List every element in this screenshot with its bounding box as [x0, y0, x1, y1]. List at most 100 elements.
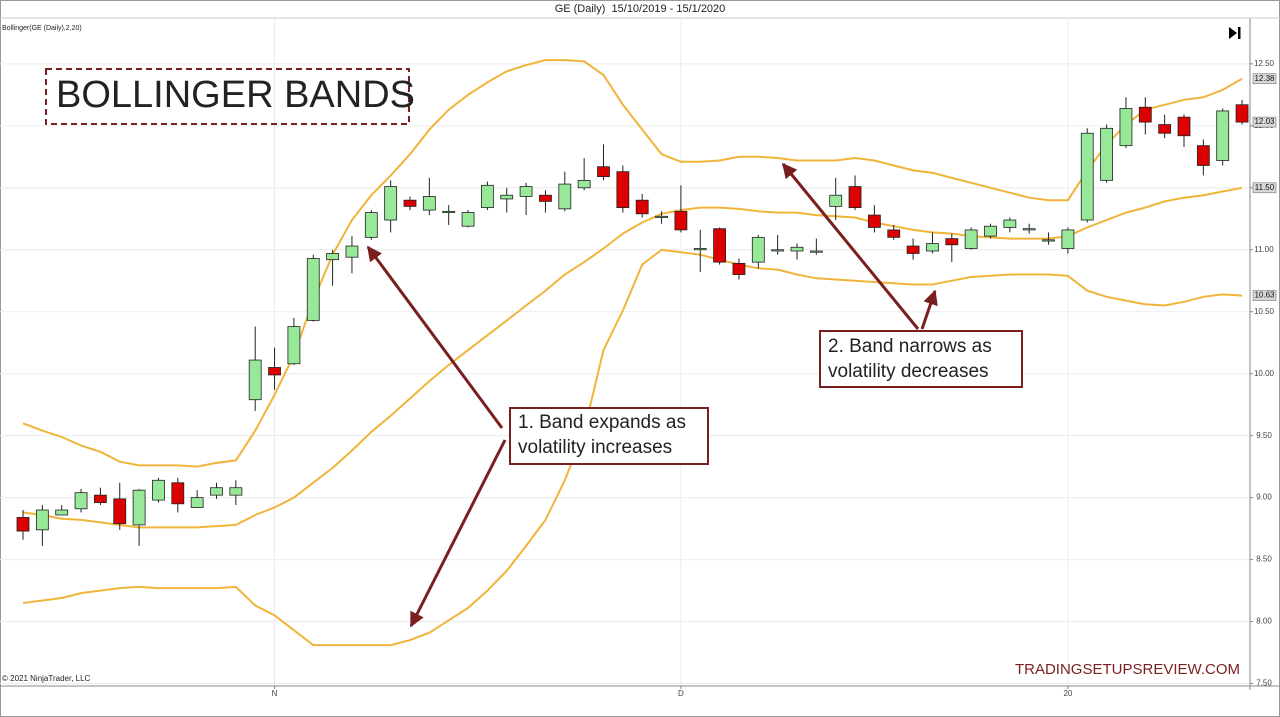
- candle-body: [597, 166, 610, 178]
- candle-body: [848, 186, 862, 209]
- band-upper: [22, 59, 1243, 468]
- candle-body: [945, 238, 959, 246]
- x-tick-label: D: [678, 689, 684, 698]
- candle-body: [868, 214, 881, 228]
- x-tick-label: N: [272, 689, 278, 698]
- candle-body: [384, 186, 398, 221]
- price-tag: [1252, 290, 1277, 301]
- candle-body: [1235, 104, 1249, 123]
- candle-body: [964, 229, 978, 249]
- candle-body: [539, 194, 552, 202]
- candle-body: [1196, 145, 1210, 166]
- candle-body: [268, 367, 281, 376]
- candle-body: [771, 249, 785, 252]
- candle-body: [1138, 106, 1152, 123]
- arrow: [366, 245, 504, 429]
- annotation-text: volatility decreases: [828, 361, 989, 382]
- candle-body: [132, 489, 146, 526]
- heading: BOLLINGER BANDS: [56, 74, 415, 116]
- candle-body: [442, 210, 456, 213]
- annotation-box: [509, 407, 709, 465]
- y-tick-label: 10.50: [1254, 307, 1275, 316]
- y-tick-label: 9.00: [1256, 493, 1272, 502]
- watermark: TRADINGSETUPSREVIEW.COM: [1015, 661, 1240, 678]
- candle-body: [287, 326, 301, 365]
- candle-body: [1042, 239, 1055, 242]
- candle-body: [577, 179, 591, 189]
- candle-body: [1061, 229, 1075, 249]
- candle-body: [616, 171, 630, 209]
- candle-body: [693, 248, 707, 251]
- price-tag-label: 10.63: [1254, 291, 1275, 300]
- arrows: [366, 162, 938, 628]
- candle-body: [635, 199, 649, 215]
- candle-body: [1119, 108, 1133, 147]
- band-lower: [22, 248, 1243, 647]
- play-bar[interactable]: [1238, 27, 1241, 39]
- heading-box: [45, 68, 410, 125]
- price-tag-label: 11.50: [1255, 183, 1275, 192]
- candle-body: [480, 184, 494, 209]
- candle-body: [1100, 127, 1113, 181]
- candle-body: [152, 479, 165, 501]
- play-icon[interactable]: [1229, 27, 1241, 39]
- price-tag-label: 12.03: [1254, 117, 1275, 126]
- candle-body: [906, 245, 920, 254]
- price-tag: [1252, 182, 1277, 194]
- candle-body: [364, 212, 378, 238]
- chart-title: GE (Daily) 15/10/2019 - 15/1/2020: [555, 3, 726, 15]
- candle-body: [248, 359, 262, 401]
- candle-body: [519, 186, 533, 197]
- candle-body: [74, 492, 88, 510]
- y-tick-label: 11.00: [1254, 245, 1274, 254]
- candle-body: [732, 262, 746, 275]
- price-tag: [1252, 73, 1277, 85]
- y-tick-label: 12.50: [1254, 59, 1275, 68]
- annotation-text: volatility increases: [518, 437, 672, 458]
- price-tag-label: 12.38: [1254, 74, 1275, 83]
- candle-body: [229, 487, 243, 496]
- candle-body: [809, 250, 823, 253]
- candle-body: [1080, 132, 1094, 221]
- candle-body: [887, 229, 901, 238]
- candle-body: [751, 236, 765, 263]
- copyright: © 2021 NinjaTrader, LLC: [2, 674, 91, 683]
- candle-body: [1158, 124, 1172, 134]
- candle-body: [655, 215, 668, 218]
- candle-body: [674, 210, 688, 231]
- candle-body: [790, 246, 804, 252]
- candle-body: [113, 498, 127, 525]
- candle-body: [829, 194, 843, 207]
- arrow: [409, 439, 507, 628]
- y-tick-label: 7.50: [1256, 679, 1272, 688]
- candle-body: [55, 509, 69, 516]
- candle-body: [190, 497, 204, 508]
- y-tick-label: 8.50: [1256, 555, 1272, 564]
- candle-body: [345, 245, 359, 258]
- arrow: [781, 162, 920, 330]
- candle-body: [1177, 116, 1191, 137]
- y-tick-label: 10.00: [1254, 369, 1275, 378]
- x-tick-label: 20: [1063, 689, 1072, 698]
- y-tick-label: 8.00: [1256, 617, 1272, 626]
- candles: [16, 97, 1249, 546]
- candle-body: [1003, 219, 1017, 228]
- candle-body: [422, 196, 436, 211]
- candle-body: [94, 494, 107, 503]
- annotation-box: [819, 330, 1023, 388]
- candle-body: [306, 258, 320, 321]
- candle-body: [171, 482, 185, 505]
- candle-body: [1216, 110, 1230, 161]
- candle-body: [500, 194, 514, 200]
- axis-labels: 7.50 8.00 8.50 9.00 9.50 10.00 10.50 11.00 11.50…: [272, 59, 1277, 698]
- candle-body: [1022, 228, 1036, 231]
- y-tick-label: 9.50: [1256, 431, 1272, 440]
- candle-body: [926, 243, 939, 252]
- candle-body: [326, 253, 340, 261]
- candle-body: [403, 199, 417, 207]
- candle-body: [35, 509, 49, 531]
- play-triangle[interactable]: [1229, 27, 1237, 39]
- candle-body: [16, 517, 30, 532]
